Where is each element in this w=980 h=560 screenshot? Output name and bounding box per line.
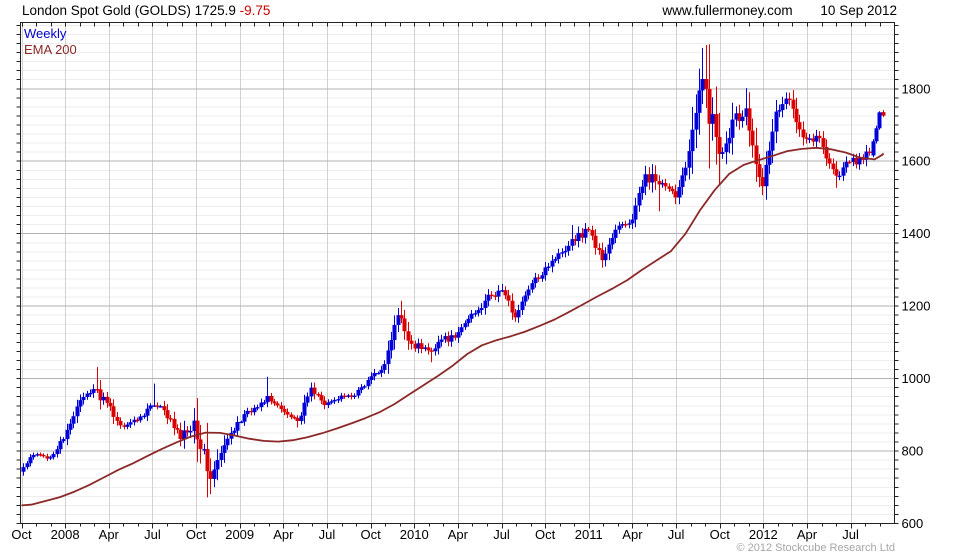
- x-axis-label: Jul: [493, 527, 510, 542]
- x-axis-label: Apr: [99, 527, 120, 542]
- x-axis-label: 2009: [225, 527, 254, 542]
- x-axis-label: Apr: [273, 527, 294, 542]
- x-axis-label: Oct: [11, 527, 32, 542]
- x-axis-label: Oct: [710, 527, 731, 542]
- copyright-notice: © 2012 Stockcube Research Ltd: [736, 542, 895, 554]
- legend-overlay: EMA 200: [24, 42, 77, 57]
- price-change: -9.75: [239, 3, 271, 18]
- legend-interval: Weekly: [24, 26, 67, 41]
- x-axis-label: Jul: [319, 527, 336, 542]
- x-axis-label: 2010: [400, 527, 429, 542]
- site-url: www.fullermoney.com: [662, 3, 793, 18]
- y-axis-labels: 600 800 1000 1200 1400 1600 1800: [902, 81, 931, 531]
- x-axis-label: 2012: [749, 527, 778, 542]
- y-axis-label: 1400: [902, 226, 931, 241]
- x-axis-label: Apr: [622, 527, 643, 542]
- x-axis-label: Jul: [144, 527, 161, 542]
- x-axis-label: Apr: [797, 527, 818, 542]
- x-axis-label: Oct: [535, 527, 556, 542]
- candlestick-series: [21, 44, 886, 498]
- x-axis-label: Jul: [842, 527, 859, 542]
- y-axis-label: 800: [902, 444, 924, 459]
- chart-date: 10 Sep 2012: [820, 3, 897, 18]
- y-axis-label: 600: [902, 516, 924, 531]
- axis-ticks: [16, 22, 899, 529]
- x-axis-label: 2008: [51, 527, 80, 542]
- chart-title: London Spot Gold (GOLDS) 1725.9 -9.75: [22, 3, 270, 18]
- instrument-and-price: London Spot Gold (GOLDS) 1725.9: [22, 3, 236, 18]
- y-axis-label: 1000: [902, 371, 931, 386]
- x-axis-label: Apr: [448, 527, 469, 542]
- x-axis-label: Jul: [668, 527, 685, 542]
- x-axis-label: Oct: [186, 527, 207, 542]
- y-axis-label: 1800: [902, 81, 931, 96]
- x-axis-labels: Oct 2008 Apr Jul Oct 2009 Apr Jul Oct 2010 Apr Jul O…: [11, 527, 859, 542]
- gridlines-major: [20, 88, 895, 452]
- plot-border: [20, 22, 895, 524]
- ema-line: [21, 146, 885, 507]
- y-axis-label: 1600: [902, 154, 931, 169]
- x-axis-label: Oct: [360, 527, 381, 542]
- chart-legend: Weekly EMA 200: [24, 26, 77, 58]
- gridlines-minor: [20, 24, 895, 515]
- x-axis-label: 2011: [575, 527, 603, 542]
- y-axis-label: 1200: [902, 299, 931, 314]
- header-right: www.fullermoney.com 10 Sep 2012: [662, 3, 897, 18]
